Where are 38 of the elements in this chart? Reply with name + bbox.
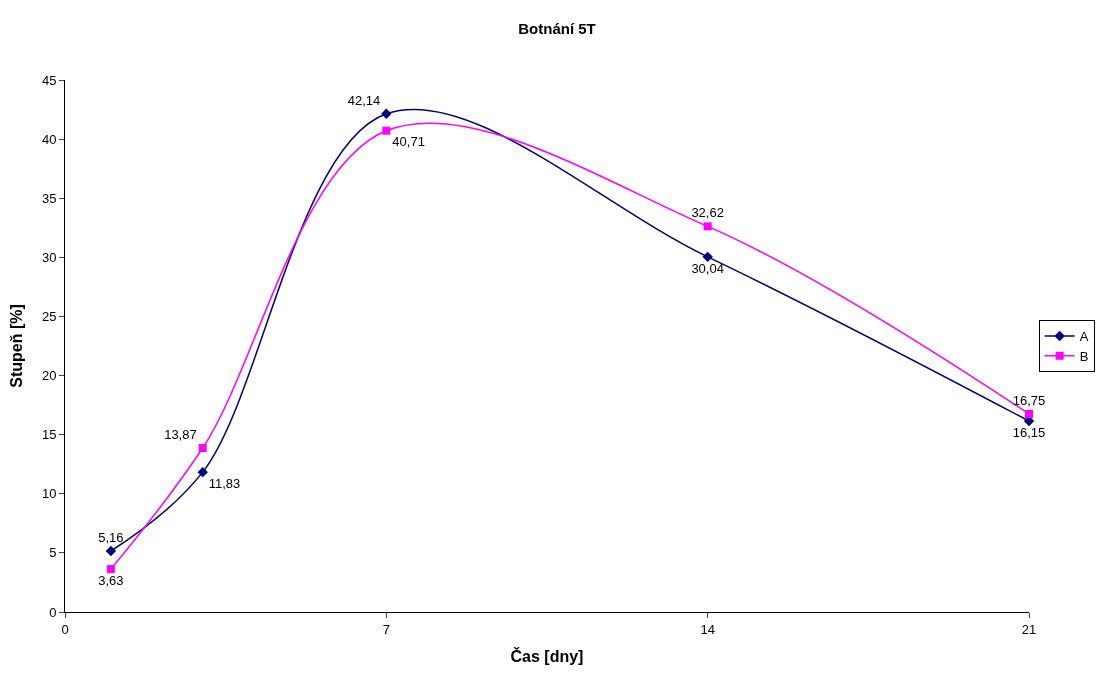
- data-label: 16,75: [1012, 392, 1046, 408]
- y-tick-label: 25: [41, 308, 57, 324]
- data-label: 16,15: [1012, 424, 1046, 440]
- data-label: 32,62: [691, 205, 724, 221]
- y-tick-label: 30: [41, 249, 57, 265]
- data-label: 30,04: [691, 260, 724, 276]
- y-tick-label: 40: [41, 131, 57, 147]
- legend-label: A: [1079, 329, 1089, 345]
- y-tick-label: 10: [41, 486, 57, 502]
- x-tick-label: 7: [382, 621, 390, 637]
- point: [382, 126, 391, 135]
- x-tick-label: 14: [700, 621, 715, 637]
- data-label: 5,16: [98, 529, 124, 545]
- y-tick-label: 5: [49, 545, 57, 561]
- point: [197, 466, 208, 478]
- y-tick-label: 45: [41, 72, 57, 88]
- y-tick-label: 35: [41, 190, 57, 206]
- data-label: 42,14: [347, 92, 381, 108]
- x-tick-label: 21: [1021, 621, 1037, 637]
- point: [106, 565, 115, 574]
- data-label: 3,63: [98, 572, 124, 588]
- y-tick-label: 15: [41, 427, 57, 443]
- point: [105, 545, 117, 557]
- data-label: 40,71: [392, 134, 425, 150]
- point: [381, 108, 392, 120]
- data-label: 11,83: [208, 475, 241, 491]
- x-tick-label: 0: [61, 621, 69, 637]
- point: [1025, 409, 1033, 418]
- y-tick-label: 0: [49, 604, 57, 620]
- data-label: 13,87: [164, 426, 197, 442]
- legend-label: B: [1079, 348, 1089, 364]
- y-tick-label: 20: [41, 368, 57, 384]
- point: [702, 251, 713, 263]
- point: [703, 222, 712, 231]
- x-axis-title: Čas [dny]: [510, 647, 584, 666]
- point: [198, 444, 207, 453]
- chart-title: Botnání 5T: [518, 20, 596, 38]
- y-axis-title: Stupeň [%]: [7, 304, 25, 388]
